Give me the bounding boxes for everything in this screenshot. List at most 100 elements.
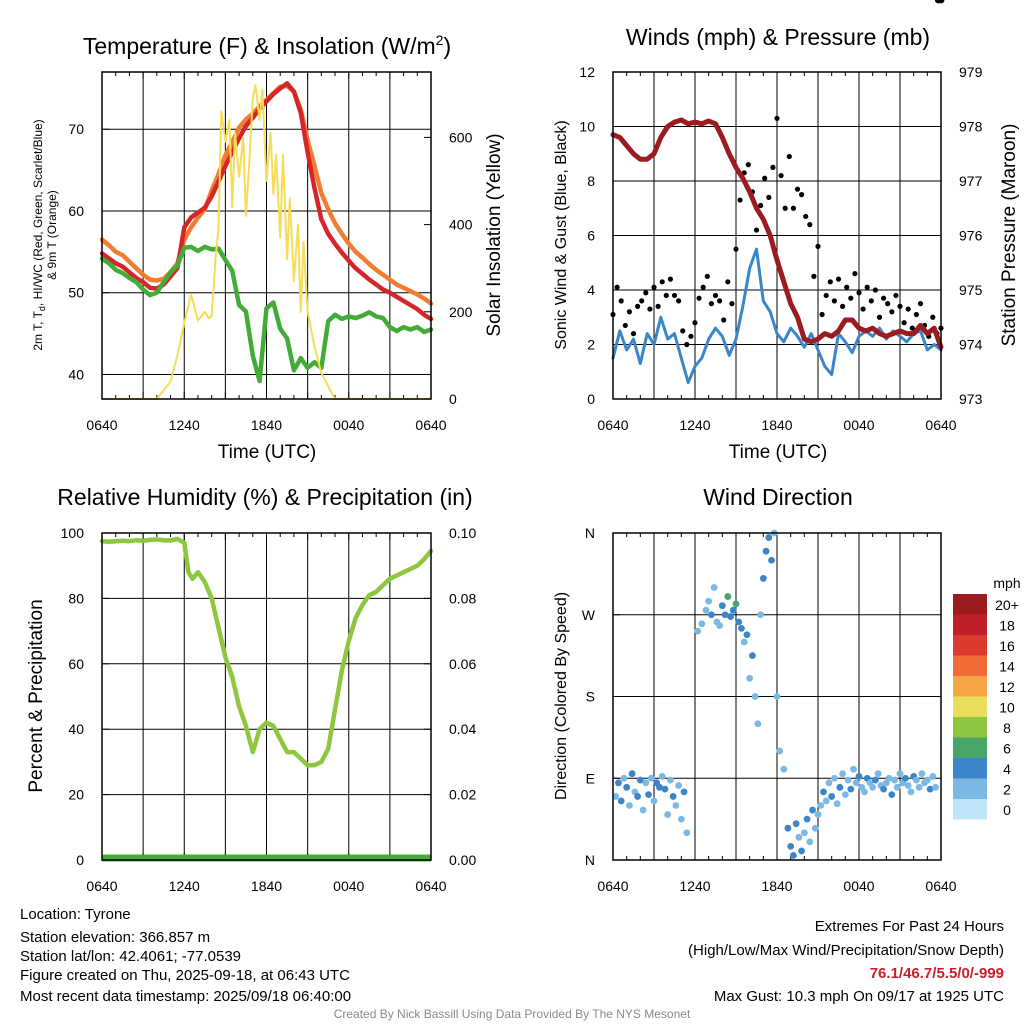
winds-y2-tick-label: 974 — [959, 337, 983, 353]
temp-ylabel-left: 2m T, Td, HI/WC (Red, Green, Scarlet/Blu… — [31, 119, 47, 350]
gust-point — [831, 298, 838, 304]
wind-direction-point — [825, 779, 833, 787]
gust-point — [864, 284, 870, 290]
gust-point — [909, 325, 915, 331]
colorbar-swatch — [953, 614, 987, 635]
latlon-label: Station lat/lon: 42.4061; -77.0539 — [20, 948, 242, 965]
wind-direction-point — [754, 720, 762, 728]
gust-point — [872, 287, 879, 293]
gust-point — [635, 303, 641, 309]
wind-direction-point — [780, 765, 788, 773]
rh-y-tick-label: 100 — [61, 525, 85, 541]
wind-direction-point — [615, 779, 622, 787]
gust-point — [876, 314, 883, 320]
rh-y2-tick-label: 0.10 — [449, 525, 476, 541]
wind-direction-point — [861, 788, 868, 796]
winds-ylabel-right: Station Pressure (Maroon) — [999, 124, 1020, 347]
gust-point — [913, 311, 920, 318]
gust-point — [901, 320, 907, 326]
wind-direction-point — [833, 800, 841, 808]
wind-direction-point — [831, 774, 838, 782]
wind-direction-point — [839, 770, 846, 778]
wind-direction-point — [913, 776, 920, 784]
wind-direction-point — [661, 785, 669, 793]
temp-y2-tick-label: 600 — [449, 129, 473, 145]
wind-direction-point — [784, 824, 792, 832]
wind-direction-point — [836, 783, 844, 791]
winds-x-tick-label: 1240 — [679, 417, 710, 433]
wind-direction-point — [650, 797, 658, 805]
gust-point — [712, 292, 719, 299]
rh-y-tick-label: 20 — [68, 787, 84, 803]
wdir-y-tick-label: W — [582, 607, 596, 623]
winds-y2-tick-label: 975 — [959, 282, 983, 298]
gust-point — [647, 306, 653, 312]
gust-point — [770, 164, 776, 170]
colorbar-label: 2 — [1003, 782, 1011, 798]
winds-x-tick-label: 0040 — [843, 417, 874, 433]
wind-direction-point — [841, 791, 849, 798]
winds-y-tick-label: 6 — [587, 228, 595, 244]
temp-chart: 0640 1240 1840 0040 0640 40 50 60 70 0 200 400 600 — [68, 71, 473, 433]
gust-point — [696, 295, 702, 301]
temp-x-tick-label: 1840 — [251, 417, 282, 433]
wind-direction-point — [817, 802, 825, 809]
wind-direction-point — [749, 652, 756, 660]
winds-y2-tick-label: 978 — [959, 119, 983, 135]
wind-direction-point — [762, 547, 770, 555]
gust-point — [630, 331, 637, 337]
extremes-description: (High/Low/Max Wind/Precipitation/Snow De… — [688, 942, 1004, 959]
gust-point — [840, 303, 846, 309]
rh-y-tick-label: 60 — [68, 656, 84, 672]
gust-point — [885, 301, 891, 307]
wind-direction-point — [746, 674, 754, 682]
wind-direction-point — [628, 770, 636, 778]
wdir-panel-title: Wind Direction — [703, 484, 853, 510]
gust-point — [852, 271, 858, 277]
temp-ylabel-right: Solar Insolation (Yellow) — [484, 133, 505, 336]
temp-xlabel: Time (UTC) — [218, 442, 317, 463]
wind-direction-point — [612, 793, 620, 800]
wind-direction-point — [888, 791, 896, 798]
wind-direction-point — [677, 815, 685, 823]
winds-y-tick-label: 12 — [579, 64, 595, 80]
wind-direction-point — [656, 783, 663, 791]
temp-y-tick-label: 40 — [68, 366, 84, 382]
wind-direction-point — [918, 770, 926, 778]
wdir-y-tick-label: E — [586, 770, 595, 786]
temp-x-tick-label: 0640 — [86, 417, 117, 433]
temp-x-tick-label: 1240 — [169, 417, 200, 433]
gust-point — [680, 328, 686, 334]
gust-point — [704, 273, 710, 279]
gust-point — [799, 192, 805, 198]
winds-y2-tick-label: 976 — [959, 228, 983, 244]
extremes-title: Extremes For Past 24 Hours — [814, 918, 1004, 935]
gust-point — [671, 292, 678, 299]
wind-direction-point — [698, 620, 706, 628]
colorbar-label: 8 — [1003, 720, 1011, 736]
wind-direction-point — [710, 584, 718, 591]
wind-direction-point — [822, 797, 830, 805]
wind-direction-point — [798, 847, 805, 855]
gust-point — [790, 205, 797, 211]
gust-point — [811, 273, 817, 279]
gust-point — [782, 205, 788, 211]
winds-y2-tick-label: 977 — [959, 173, 983, 189]
wind-direction-point — [809, 806, 816, 814]
wind-direction-point — [729, 606, 737, 614]
colorbar-swatch — [953, 635, 987, 656]
colorbar-swatch — [953, 737, 987, 758]
colorbar-swatch — [953, 696, 987, 717]
wind-direction-point — [751, 693, 759, 700]
winds-y-tick-label: 10 — [579, 119, 595, 135]
rh-y2-tick-label: 0.04 — [449, 721, 476, 737]
colorbar-label: 4 — [1003, 761, 1011, 777]
wind-direction-point — [667, 776, 674, 784]
wind-direction-point — [915, 783, 923, 791]
rh-y2-tick-label: 0.06 — [449, 656, 476, 672]
wind-direction-point — [647, 774, 655, 782]
wind-direction-point — [636, 776, 644, 784]
wind-direction-point — [740, 638, 748, 646]
wdir-ylabel-left: Direction (Colored By Speed) — [553, 592, 570, 800]
colorbar-swatch — [953, 655, 987, 676]
